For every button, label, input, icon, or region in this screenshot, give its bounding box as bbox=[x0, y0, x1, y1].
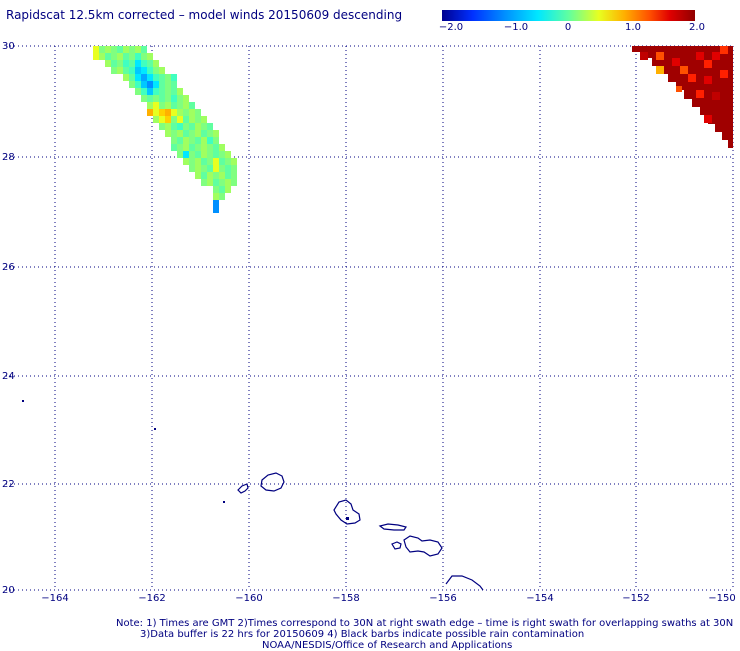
swath-row bbox=[141, 95, 189, 102]
swath-row bbox=[105, 60, 159, 67]
lon-label: −154 bbox=[526, 593, 553, 604]
swath-row bbox=[171, 144, 225, 151]
colorbar-tick: 2.0 bbox=[689, 22, 705, 33]
island-kauai bbox=[260, 472, 285, 492]
island-lanai bbox=[391, 541, 402, 550]
island-oahu bbox=[333, 499, 361, 525]
swath-row bbox=[93, 46, 147, 53]
colorbar-tick: −2.0 bbox=[438, 22, 464, 33]
swath-row bbox=[165, 130, 219, 137]
swath-row bbox=[111, 67, 165, 74]
lat-label: 30 bbox=[2, 41, 15, 52]
note-line-1: Note: 1) Times are GMT 2)Times correspon… bbox=[116, 618, 734, 629]
islets bbox=[22, 400, 349, 520]
colorbar-ticks: −2.0 −1.0 0 1.0 2.0 bbox=[430, 22, 730, 36]
swath-row bbox=[147, 102, 195, 109]
swath-row bbox=[213, 186, 231, 193]
lon-label: −160 bbox=[235, 593, 262, 604]
left-swath bbox=[93, 46, 237, 213]
lat-label: 28 bbox=[2, 152, 15, 163]
lat-label: 20 bbox=[2, 585, 15, 596]
lon-label: −158 bbox=[332, 593, 359, 604]
swath-row bbox=[135, 88, 183, 95]
swath-row bbox=[93, 53, 153, 60]
note-line-3: NOAA/NESDIS/Office of Research and Appli… bbox=[262, 640, 513, 651]
swath-row bbox=[171, 137, 219, 144]
graticule bbox=[6, 45, 734, 591]
lat-label: 24 bbox=[2, 371, 15, 382]
colorbar bbox=[442, 10, 695, 21]
lon-label: −152 bbox=[622, 593, 649, 604]
swath-row bbox=[213, 200, 219, 207]
island-hawaii bbox=[445, 575, 484, 591]
colorbar-tick: 1.0 bbox=[625, 22, 641, 33]
lon-label: −150 bbox=[708, 593, 735, 604]
swath-row bbox=[201, 179, 237, 186]
colorbar-tick: −1.0 bbox=[503, 22, 529, 33]
colorbar-tick: 0 bbox=[564, 22, 572, 33]
coastlines bbox=[237, 472, 484, 591]
swath-row bbox=[183, 158, 237, 165]
lat-label: 22 bbox=[2, 479, 15, 490]
lat-label: 26 bbox=[2, 262, 15, 273]
island-niihau bbox=[237, 483, 249, 494]
note-line-2: 3)Data buffer is 22 hrs for 20150609 4) … bbox=[140, 629, 585, 640]
right-swath bbox=[632, 46, 733, 148]
swath-row bbox=[147, 109, 201, 116]
swath-row bbox=[177, 151, 231, 158]
swath-row bbox=[153, 116, 207, 123]
island-molokai bbox=[378, 523, 407, 531]
island-maui bbox=[403, 535, 443, 557]
lon-label: −156 bbox=[429, 593, 456, 604]
swath-row bbox=[123, 74, 177, 81]
swath-row bbox=[189, 165, 237, 172]
swath-row bbox=[129, 81, 177, 88]
lon-label: −162 bbox=[138, 593, 165, 604]
swath-row bbox=[159, 123, 213, 130]
swath-row bbox=[213, 193, 225, 200]
swath-row bbox=[195, 172, 237, 179]
page-title: Rapidscat 12.5km corrected – model winds… bbox=[6, 8, 403, 22]
lon-label: −164 bbox=[41, 593, 68, 604]
